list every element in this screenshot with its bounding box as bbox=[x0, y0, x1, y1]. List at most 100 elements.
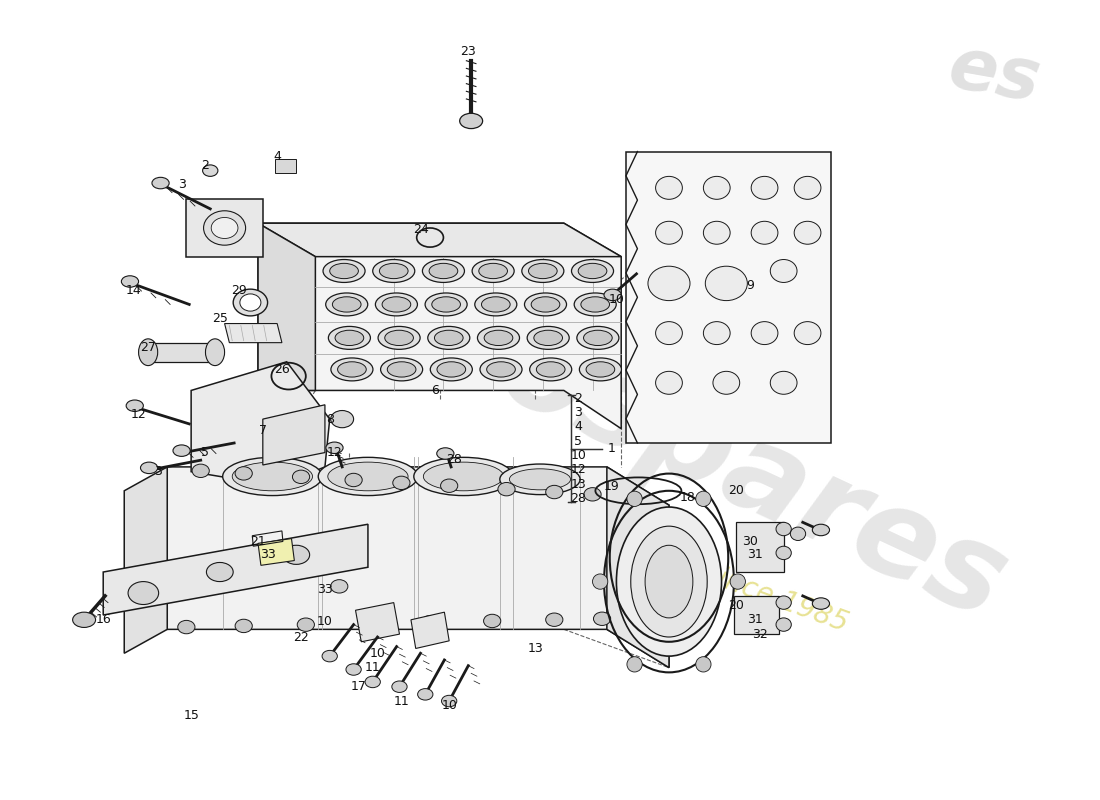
Text: 13: 13 bbox=[527, 642, 543, 655]
Text: 11: 11 bbox=[365, 661, 381, 674]
Ellipse shape bbox=[580, 358, 622, 381]
Ellipse shape bbox=[293, 470, 309, 483]
Text: 4: 4 bbox=[273, 150, 282, 163]
Polygon shape bbox=[258, 538, 295, 566]
Text: 7: 7 bbox=[258, 424, 267, 437]
Ellipse shape bbox=[392, 681, 407, 693]
Ellipse shape bbox=[770, 259, 798, 282]
Ellipse shape bbox=[472, 259, 514, 282]
Text: 27: 27 bbox=[140, 341, 156, 354]
Ellipse shape bbox=[345, 474, 362, 486]
Ellipse shape bbox=[546, 486, 563, 498]
Ellipse shape bbox=[630, 526, 707, 637]
Ellipse shape bbox=[139, 339, 157, 366]
Text: 31: 31 bbox=[747, 548, 763, 562]
Ellipse shape bbox=[331, 358, 373, 381]
Text: 8: 8 bbox=[326, 413, 333, 426]
Text: 1: 1 bbox=[607, 442, 616, 455]
Ellipse shape bbox=[232, 462, 312, 490]
Ellipse shape bbox=[207, 562, 233, 582]
Ellipse shape bbox=[604, 289, 622, 301]
Ellipse shape bbox=[233, 289, 267, 316]
Ellipse shape bbox=[812, 598, 829, 610]
Ellipse shape bbox=[616, 507, 722, 656]
Text: 12: 12 bbox=[327, 446, 342, 459]
Text: eurospares: eurospares bbox=[275, 212, 1025, 645]
Text: 20: 20 bbox=[728, 484, 744, 498]
Text: 14: 14 bbox=[125, 283, 142, 297]
Text: 2: 2 bbox=[201, 159, 209, 172]
Ellipse shape bbox=[583, 330, 613, 346]
Ellipse shape bbox=[141, 462, 157, 474]
Ellipse shape bbox=[206, 339, 224, 366]
Ellipse shape bbox=[425, 293, 468, 316]
Ellipse shape bbox=[499, 464, 580, 494]
Text: 10: 10 bbox=[608, 293, 625, 306]
Ellipse shape bbox=[705, 266, 747, 301]
Ellipse shape bbox=[776, 546, 791, 559]
Text: 10: 10 bbox=[370, 646, 385, 660]
Text: 3: 3 bbox=[154, 465, 162, 478]
Ellipse shape bbox=[627, 491, 642, 506]
Ellipse shape bbox=[434, 330, 463, 346]
Ellipse shape bbox=[283, 546, 309, 564]
Ellipse shape bbox=[484, 614, 500, 628]
Ellipse shape bbox=[482, 297, 510, 312]
Polygon shape bbox=[258, 223, 316, 390]
Ellipse shape bbox=[379, 263, 408, 278]
Text: 25: 25 bbox=[212, 312, 228, 326]
Ellipse shape bbox=[581, 297, 609, 312]
Text: 3: 3 bbox=[177, 178, 186, 191]
Ellipse shape bbox=[330, 263, 359, 278]
Ellipse shape bbox=[528, 263, 558, 278]
Ellipse shape bbox=[770, 371, 798, 394]
Ellipse shape bbox=[365, 676, 381, 688]
Ellipse shape bbox=[381, 358, 422, 381]
Text: a passion for parts since 1985: a passion for parts since 1985 bbox=[448, 468, 851, 638]
Polygon shape bbox=[355, 602, 399, 642]
Ellipse shape bbox=[531, 297, 560, 312]
Text: 28: 28 bbox=[446, 453, 462, 466]
Polygon shape bbox=[148, 342, 214, 362]
Ellipse shape bbox=[152, 178, 169, 189]
Ellipse shape bbox=[579, 263, 607, 278]
Ellipse shape bbox=[178, 620, 195, 634]
Ellipse shape bbox=[428, 326, 470, 350]
Polygon shape bbox=[224, 323, 282, 342]
Text: 31: 31 bbox=[747, 614, 763, 626]
Text: 13: 13 bbox=[570, 478, 586, 490]
Ellipse shape bbox=[648, 266, 690, 301]
Text: 5: 5 bbox=[574, 434, 582, 447]
Ellipse shape bbox=[794, 176, 821, 199]
Ellipse shape bbox=[627, 657, 642, 672]
Ellipse shape bbox=[326, 293, 367, 316]
Ellipse shape bbox=[521, 259, 564, 282]
Ellipse shape bbox=[478, 263, 507, 278]
Ellipse shape bbox=[331, 580, 348, 593]
Text: 15: 15 bbox=[184, 709, 199, 722]
Ellipse shape bbox=[336, 330, 364, 346]
Polygon shape bbox=[124, 467, 167, 654]
Ellipse shape bbox=[385, 330, 414, 346]
Ellipse shape bbox=[202, 165, 218, 176]
Ellipse shape bbox=[486, 362, 515, 377]
Ellipse shape bbox=[584, 488, 601, 501]
Ellipse shape bbox=[437, 448, 454, 459]
Ellipse shape bbox=[375, 293, 417, 316]
Ellipse shape bbox=[382, 297, 410, 312]
Ellipse shape bbox=[460, 114, 483, 129]
Ellipse shape bbox=[546, 613, 563, 626]
Polygon shape bbox=[167, 467, 669, 667]
Text: 28: 28 bbox=[570, 492, 586, 505]
Ellipse shape bbox=[537, 362, 565, 377]
Ellipse shape bbox=[730, 574, 746, 590]
Ellipse shape bbox=[794, 322, 821, 345]
Text: 11: 11 bbox=[394, 694, 409, 707]
Ellipse shape bbox=[527, 326, 569, 350]
Ellipse shape bbox=[695, 657, 711, 672]
Ellipse shape bbox=[480, 358, 522, 381]
Ellipse shape bbox=[441, 695, 456, 706]
Text: 20: 20 bbox=[728, 599, 744, 612]
Ellipse shape bbox=[378, 326, 420, 350]
Ellipse shape bbox=[328, 462, 408, 490]
